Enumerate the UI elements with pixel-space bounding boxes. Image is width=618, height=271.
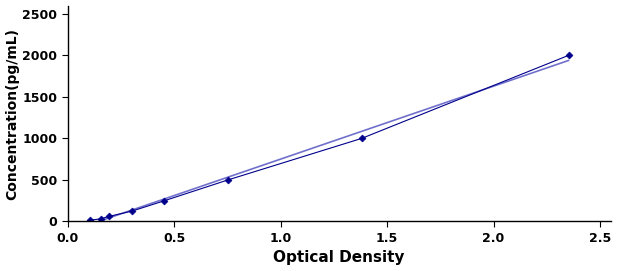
X-axis label: Optical Density: Optical Density bbox=[274, 250, 405, 265]
Y-axis label: Concentration(pg/mL): Concentration(pg/mL) bbox=[6, 28, 20, 199]
